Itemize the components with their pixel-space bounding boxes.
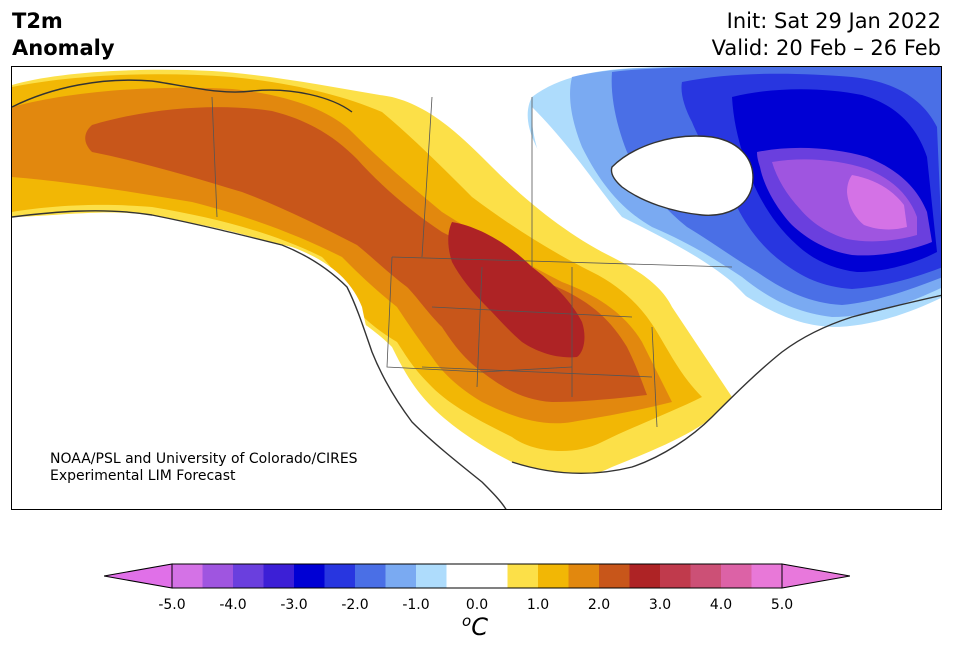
anomaly-map <box>12 67 941 509</box>
coastlines <box>12 79 941 509</box>
colorbar-cell <box>416 564 447 588</box>
valid-date: Valid: 20 Feb – 26 Feb <box>711 36 941 60</box>
gulf-and-atlantic <box>492 337 941 509</box>
colorbar-tick-label: -2.0 <box>341 597 369 613</box>
colorbar-cell <box>507 564 539 588</box>
colorbar-cell <box>355 564 386 588</box>
title-line-1: T2m <box>12 9 63 33</box>
colorbar-tick-label: 0.0 <box>465 597 489 613</box>
political-borders <box>211 96 733 428</box>
colorbar-cell <box>751 564 783 588</box>
colorbar-unit: oC <box>462 612 488 641</box>
credit-text: NOAA/PSL and University of Colorado/CIRE… <box>50 451 358 485</box>
neutral-zone <box>531 107 782 348</box>
hudson-bay <box>611 136 753 216</box>
colorbar-cell <box>660 564 691 588</box>
colorbar-cell <box>263 564 295 588</box>
init-date: Init: Sat 29 Jan 2022 <box>726 9 941 33</box>
colorbar-outline <box>171 563 783 589</box>
colorbar-cell <box>599 564 630 588</box>
colorbar-tick-label: -1.0 <box>402 597 430 613</box>
anomaly-contour-magenta <box>847 175 907 230</box>
map-panel: NOAA/PSL and University of Colorado/CIRE… <box>11 66 942 510</box>
anomaly-contour-redorange <box>85 107 647 402</box>
colorbar-over-arrow <box>781 563 850 589</box>
colorbar-tick-label: 4.0 <box>709 597 733 613</box>
colorbar-under-arrow <box>104 563 173 589</box>
date-block: Init: Sat 29 Jan 2022 Valid: 20 Feb – 26… <box>712 8 941 62</box>
colorbar-cell <box>294 564 325 588</box>
colorbar-cell <box>568 564 600 588</box>
colorbar-cell <box>721 564 752 588</box>
credit-line-1: NOAA/PSL and University of Colorado/CIRE… <box>50 451 358 467</box>
unit-superscript: o <box>462 612 472 630</box>
colorbar-cell <box>477 564 508 588</box>
colorbar-tick-label: -4.0 <box>219 597 247 613</box>
colorbar <box>104 563 850 589</box>
title-block: T2m Anomaly <box>12 8 115 62</box>
colorbar-cell <box>690 564 722 588</box>
colorbar-cell <box>324 564 356 588</box>
colorbar-cells <box>172 564 783 588</box>
unit-letter: C <box>471 613 488 641</box>
colorbar-tick-label: -3.0 <box>280 597 308 613</box>
colorbar-tick-label: 2.0 <box>587 597 611 613</box>
title-line-2: Anomaly <box>12 36 115 60</box>
colorbar-tick-label: 5.0 <box>770 597 794 613</box>
colorbar-tick-label: -5.0 <box>158 597 186 613</box>
anomaly-contour-darkred <box>448 222 585 358</box>
colorbar-cell <box>202 564 234 588</box>
colorbar-cell <box>385 564 417 588</box>
colorbar-cell <box>172 564 203 588</box>
colorbar-tick-label: 3.0 <box>648 597 672 613</box>
colorbar-tick-label: 1.0 <box>526 597 550 613</box>
credit-line-2: Experimental LIM Forecast <box>50 468 236 484</box>
pacific-ocean <box>12 213 491 509</box>
colorbar-cell <box>233 564 264 588</box>
colorbar-cell <box>629 564 661 588</box>
colorbar-cell <box>538 564 569 588</box>
colorbar-cell <box>446 564 478 588</box>
